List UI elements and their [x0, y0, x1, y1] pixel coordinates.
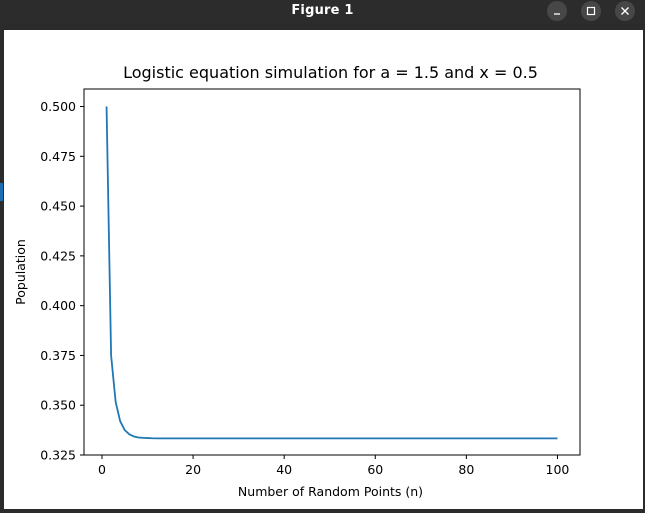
line-chart: Logistic equation simulation for a = 1.5…	[13, 63, 581, 499]
y-tick-label: 0.375	[40, 348, 76, 363]
maximize-button[interactable]	[581, 1, 601, 21]
y-tick-label: 0.450	[40, 199, 76, 214]
y-tick-label: 0.500	[40, 99, 76, 114]
x-tick-label: 0	[98, 462, 106, 477]
y-tick-label: 0.350	[40, 398, 76, 413]
y-tick-label: 0.325	[40, 448, 76, 463]
x-tick-label: 100	[546, 462, 570, 477]
series-line	[105, 106, 558, 440]
minimize-icon	[554, 13, 560, 15]
close-button[interactable]	[615, 1, 635, 21]
x-tick-label: 80	[458, 462, 474, 477]
close-icon	[621, 7, 629, 15]
x-tick-label: 40	[276, 462, 292, 477]
y-tick-label: 0.475	[40, 149, 76, 164]
y-tick-label: 0.400	[40, 298, 76, 313]
minimize-button[interactable]	[547, 1, 567, 21]
figure-canvas[interactable]: Logistic equation simulation for a = 1.5…	[4, 30, 643, 509]
chart-title: Logistic equation simulation for a = 1.5…	[123, 63, 538, 82]
plot-area	[83, 88, 581, 456]
x-tick-label: 60	[367, 462, 383, 477]
title-bar[interactable]: Figure 1	[0, 0, 645, 24]
maximize-icon	[586, 6, 596, 16]
y-tick-label: 0.425	[40, 248, 76, 263]
y-axis-label: Population	[13, 239, 28, 305]
x-axis-label: Number of Random Points (n)	[238, 484, 423, 499]
window-edge-accent	[0, 183, 3, 201]
window-title: Figure 1	[291, 3, 354, 18]
x-tick-label: 20	[185, 462, 201, 477]
y-axis: 0.325 0.350 0.375 0.400 0.425 0.450 0.475 0.500	[40, 99, 84, 463]
x-axis: 0 20 40 60 80 100	[98, 455, 569, 477]
